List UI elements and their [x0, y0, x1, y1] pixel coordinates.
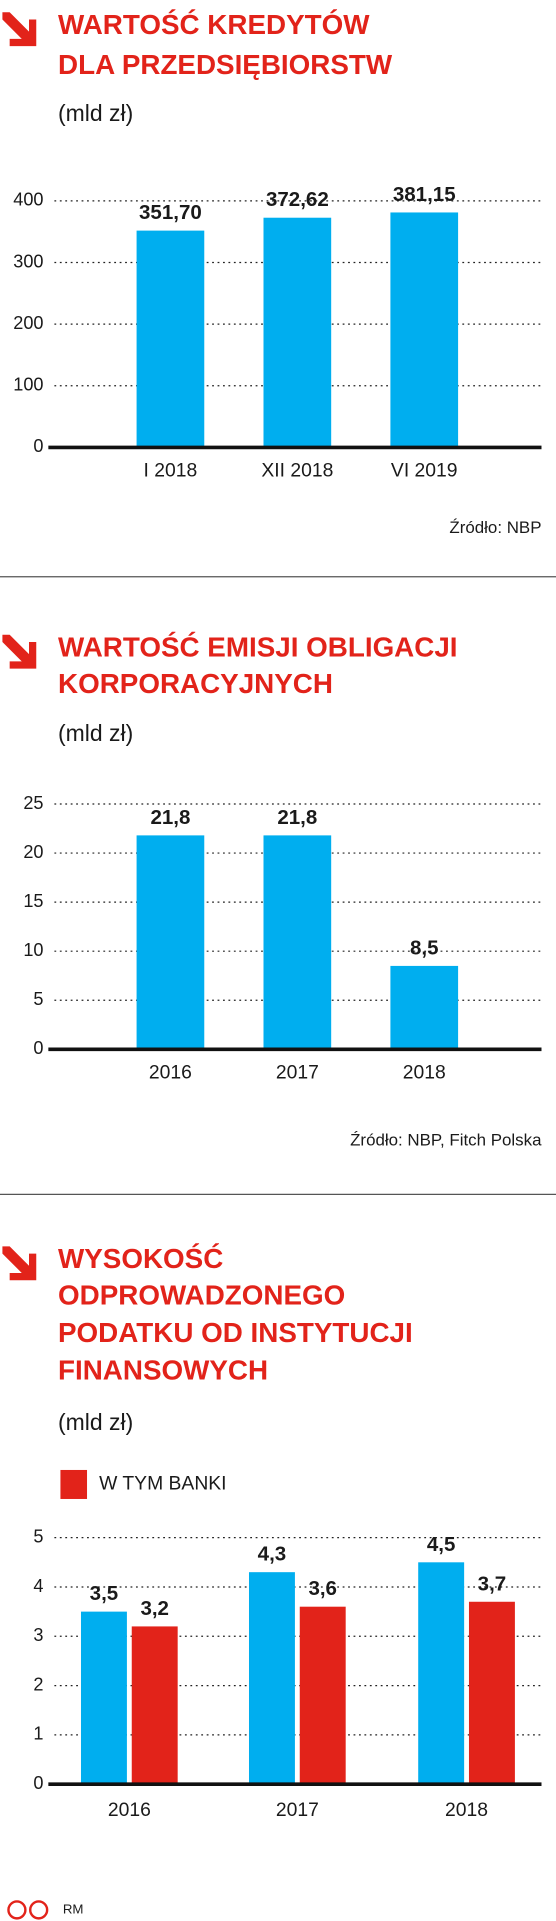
- x-tick-label: 2016: [108, 1800, 151, 1821]
- bar: [390, 965, 459, 1050]
- y-tick-label: 4: [33, 1576, 43, 1596]
- y-tick-label: 0: [33, 436, 43, 456]
- legend-swatch: [60, 1469, 88, 1499]
- value-label: 3,6: [308, 1577, 337, 1600]
- value-label: 351,70: [139, 201, 202, 224]
- bar: [248, 1572, 295, 1785]
- x-tick-label: 2017: [276, 1800, 319, 1821]
- chart-subtitle: (mld zł): [58, 1409, 133, 1435]
- y-tick-label: 1: [33, 1724, 43, 1744]
- x-tick-label: VI 2019: [391, 461, 458, 482]
- value-label: 372,62: [266, 188, 329, 211]
- y-tick-label: 200: [13, 313, 43, 333]
- y-tick-label: 3: [33, 1625, 43, 1645]
- bar: [136, 835, 205, 1050]
- chart-title: DLA PRZEDSIĘBIORSTW: [58, 49, 393, 80]
- value-label: 3,7: [478, 1572, 507, 1595]
- y-tick-label: 0: [33, 1038, 43, 1058]
- chart-title: WARTOŚĆ KREDYTÓW: [58, 9, 370, 40]
- x-tick-label: 2016: [149, 1063, 192, 1084]
- chart-subtitle: (mld zł): [58, 100, 133, 126]
- value-label: 3,2: [140, 1597, 169, 1620]
- chart-title: ODPROWADZONEGO: [58, 1279, 345, 1310]
- bar: [263, 835, 332, 1050]
- y-tick-label: 5: [33, 989, 43, 1009]
- value-label: 8,5: [410, 936, 439, 959]
- x-tick-label: I 2018: [144, 461, 198, 482]
- y-tick-label: 10: [23, 940, 43, 960]
- bar: [136, 230, 205, 448]
- y-tick-label: 25: [23, 793, 43, 813]
- x-tick-label: 2018: [445, 1800, 488, 1821]
- bar: [263, 217, 332, 448]
- bar: [468, 1601, 515, 1785]
- chart-title: WARTOŚĆ EMISJI OBLIGACJI: [58, 632, 458, 663]
- y-tick-label: 0: [33, 1773, 43, 1793]
- value-label: 4,5: [427, 1533, 456, 1556]
- y-tick-label: 15: [23, 891, 43, 911]
- chart-subtitle: (mld zł): [58, 720, 133, 746]
- value-label: 21,8: [150, 806, 190, 829]
- bar: [299, 1606, 346, 1785]
- y-tick-label: 5: [33, 1526, 43, 1546]
- chart-title: FINANSOWYCH: [58, 1354, 268, 1385]
- value-label: 381,15: [393, 183, 456, 206]
- value-label: 21,8: [277, 806, 317, 829]
- chart-title: WYSOKOŚĆ: [58, 1243, 223, 1274]
- arrow-icon: [2, 634, 37, 669]
- source-note: Źródło: NBP: [449, 518, 541, 537]
- legend-label: W TYM BANKI: [99, 1474, 226, 1495]
- x-tick-label: XII 2018: [261, 461, 333, 482]
- chart-title: PODATKU OD INSTYTUCJI: [58, 1317, 413, 1348]
- bar: [418, 1562, 465, 1785]
- y-tick-label: 20: [23, 842, 43, 862]
- value-label: 3,5: [90, 1582, 119, 1605]
- bar: [390, 212, 459, 448]
- value-label: 4,3: [258, 1543, 287, 1566]
- y-tick-label: 100: [13, 375, 43, 395]
- arrow-icon: [2, 1246, 37, 1281]
- x-tick-label: 2017: [276, 1063, 319, 1084]
- y-tick-label: 300: [13, 251, 43, 271]
- arrow-icon: [2, 12, 37, 47]
- y-tick-label: 400: [13, 190, 43, 210]
- bar: [80, 1611, 127, 1785]
- source-note: Źródło: NBP, Fitch Polska: [350, 1131, 542, 1150]
- x-tick-label: 2018: [403, 1063, 446, 1084]
- chart-title: KORPORACYJNYCH: [58, 668, 333, 699]
- y-tick-label: 2: [33, 1674, 43, 1694]
- footer-credit: RM: [63, 1901, 84, 1916]
- logo: [7, 1900, 49, 1920]
- bar: [131, 1626, 178, 1785]
